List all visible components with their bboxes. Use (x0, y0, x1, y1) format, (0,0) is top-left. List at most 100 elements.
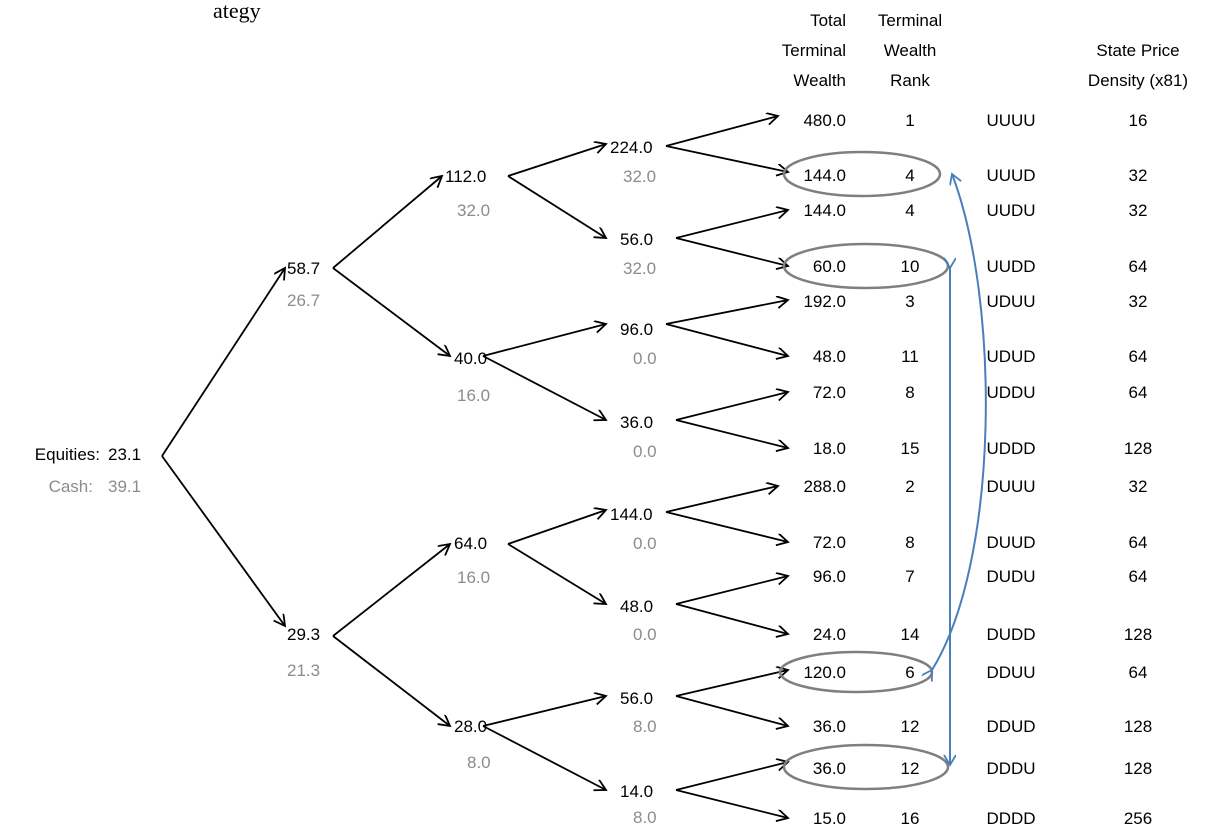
node-equity-ddu: 56.0 (620, 689, 653, 708)
terminal-wealth: 15.0 (813, 809, 846, 827)
node-equity-du: 64.0 (454, 534, 487, 553)
terminal-row-dddd: 15.0 16 DDDD 256 (813, 809, 1152, 827)
terminal-path: UUUU (986, 111, 1035, 130)
branch-arrow (507, 144, 606, 177)
swap-arrow-curve (932, 174, 987, 670)
terminal-row-dudd: 24.0 14 DUDD 128 (813, 625, 1152, 644)
node-equity-uud: 56.0 (620, 230, 653, 249)
terminal-rank: 2 (905, 477, 914, 496)
highlight-ellipse-uudd (782, 242, 950, 290)
branch-arrow (332, 635, 450, 726)
terminal-path: UDUD (986, 347, 1035, 366)
header-terminal-wealth-rank: Terminal Wealth Rank (878, 11, 942, 90)
terminal-row-uuuu: 480.0 1 UUUU 16 (803, 111, 1147, 130)
title-fragment: ategy (213, 0, 261, 23)
node-cash-uuu: 32.0 (623, 167, 656, 186)
terminal-rank: 1 (905, 111, 914, 130)
terminal-row-duuu: 288.0 2 DUUU 32 (803, 477, 1147, 496)
header-line: Density (x81) (1088, 71, 1188, 90)
node-equity-d: 29.3 (287, 625, 320, 644)
terminal-rank: 3 (905, 292, 914, 311)
node-cash-ud: 16.0 (457, 386, 490, 405)
terminal-path: DUUD (986, 533, 1035, 552)
terminal-wealth: 480.0 (803, 111, 846, 130)
terminal-wealth: 24.0 (813, 625, 846, 644)
terminal-rank: 4 (905, 201, 914, 220)
terminal-wealth: 72.0 (813, 383, 846, 402)
terminal-density: 16 (1129, 111, 1148, 130)
terminal-rank: 12 (901, 759, 920, 778)
terminal-path: UUDU (986, 201, 1035, 220)
terminal-path: DDDU (986, 759, 1035, 778)
node-cash-ddd: 8.0 (633, 808, 657, 827)
terminal-wealth: 18.0 (813, 439, 846, 458)
terminal-density: 64 (1129, 347, 1148, 366)
highlight-ellipse-dddu (782, 743, 950, 791)
terminal-wealth: 144.0 (803, 166, 846, 185)
branch-arrow (665, 300, 788, 325)
terminal-rank: 16 (901, 809, 920, 827)
terminal-density: 32 (1129, 292, 1148, 311)
node-cash-uud: 32.0 (623, 259, 656, 278)
node-cash-du: 16.0 (457, 568, 490, 587)
branch-arrow (332, 267, 450, 356)
terminal-row-uduu: 192.0 3 UDUU 32 (803, 292, 1147, 311)
terminal-row-duud: 72.0 8 DUUD 64 (813, 533, 1148, 552)
terminal-rank: 11 (901, 347, 919, 366)
header-line: State Price (1096, 41, 1179, 60)
terminal-rank: 12 (901, 717, 920, 736)
terminal-rank: 15 (901, 439, 920, 458)
branch-arrow (675, 576, 788, 605)
terminal-density: 128 (1124, 717, 1152, 736)
branch-arrow (482, 725, 606, 790)
terminal-path: UUDD (986, 257, 1035, 276)
branch-arrow (665, 116, 778, 147)
terminal-wealth: 60.0 (813, 257, 846, 276)
highlight-ellipses (778, 150, 950, 791)
terminal-rank: 8 (905, 383, 914, 402)
branch-arrow (482, 355, 606, 420)
node-cash-dd: 8.0 (467, 753, 491, 772)
branch-arrow (675, 603, 788, 634)
branch-arrow (675, 789, 788, 818)
terminal-density: 256 (1124, 809, 1152, 827)
terminal-wealth: 120.0 (803, 663, 846, 682)
cash-value: 39.1 (108, 477, 141, 496)
terminal-path: DDDD (986, 809, 1035, 827)
terminal-row-dddu: 36.0 12 DDDU 128 (813, 759, 1152, 778)
terminal-wealth: 36.0 (813, 759, 846, 778)
node-cash-duu: 0.0 (633, 534, 657, 553)
node-equity-ud: 40.0 (454, 349, 487, 368)
branch-arrow (507, 510, 606, 545)
terminal-row-ddud: 36.0 12 DDUD 128 (813, 717, 1152, 736)
branch-arrow (665, 323, 788, 356)
tree-branches (161, 116, 788, 818)
terminal-rank: 7 (905, 567, 914, 586)
terminal-rank: 14 (901, 625, 920, 644)
header-state-price-density: State Price Density (x81) (1088, 41, 1188, 90)
header-total-terminal-wealth: Total Terminal Wealth (782, 11, 846, 90)
terminal-density: 128 (1124, 625, 1152, 644)
node-equity-dd: 28.0 (454, 717, 487, 736)
terminal-density: 128 (1124, 759, 1152, 778)
node-equity-u: 58.7 (287, 259, 320, 278)
node-cash-d: 21.3 (287, 661, 320, 680)
terminal-path: UUUD (986, 166, 1035, 185)
header-line: Wealth (793, 71, 846, 90)
node-cash-udd: 0.0 (633, 442, 657, 461)
node-cash-dud: 0.0 (633, 625, 657, 644)
branch-arrow (482, 324, 606, 357)
terminal-density: 32 (1129, 477, 1148, 496)
terminal-path: DDUU (986, 663, 1035, 682)
terminal-rank: 8 (905, 533, 914, 552)
node-equity-uu: 112.0 (445, 167, 486, 186)
terminal-rank: 10 (901, 257, 920, 276)
branch-arrow (675, 670, 788, 697)
terminal-path: DDUD (986, 717, 1035, 736)
terminal-density: 128 (1124, 439, 1152, 458)
branch-arrow (675, 695, 788, 726)
header-line: Terminal (878, 11, 942, 30)
terminal-row-uddu: 72.0 8 UDDU 64 (813, 383, 1148, 402)
terminal-wealth: 192.0 (803, 292, 846, 311)
terminal-density: 64 (1129, 257, 1148, 276)
